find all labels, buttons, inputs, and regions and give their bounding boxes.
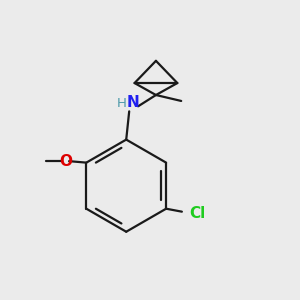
- Text: Cl: Cl: [189, 206, 205, 221]
- Text: O: O: [59, 154, 72, 169]
- Text: N: N: [127, 95, 140, 110]
- Text: H: H: [117, 97, 127, 110]
